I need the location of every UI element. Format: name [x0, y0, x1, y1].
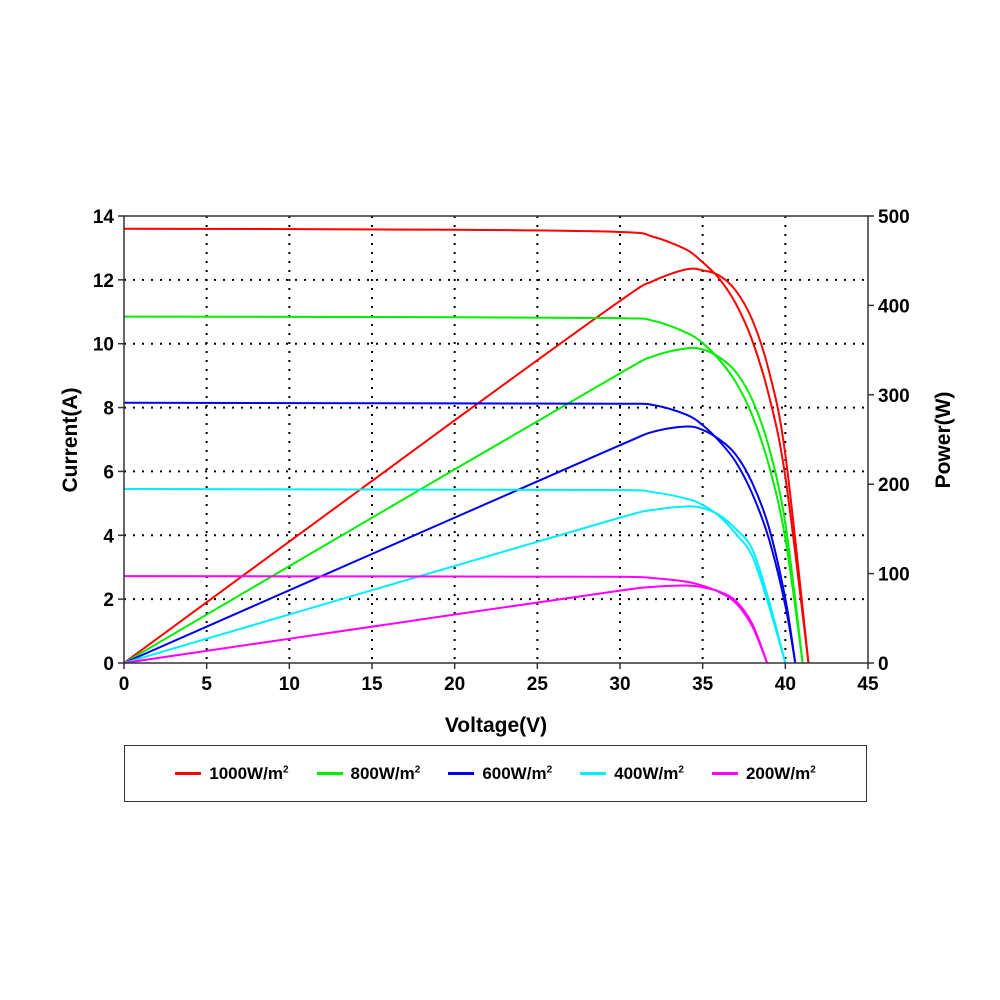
legend-name: 1000W/m	[209, 763, 283, 783]
legend-item: 1000W/m2	[175, 764, 289, 784]
x-tick-label: 35	[692, 674, 714, 695]
legend-superscript: 2	[414, 763, 421, 775]
legend: 1000W/m2 800W/m2 600W/m2 400W/m2 200W/m2	[124, 745, 867, 802]
pv-curve-2	[123, 425, 797, 664]
legend-item: 200W/m2	[711, 764, 816, 784]
x-tick-label: 30	[609, 674, 630, 695]
x-tick-label: 20	[444, 674, 465, 695]
y2-tick-label: 500	[878, 207, 910, 228]
y2-tick-label: 0	[878, 654, 889, 675]
x-axis-label: Voltage(V)	[445, 714, 547, 737]
x-tick-label: 5	[201, 674, 212, 695]
grid	[124, 216, 868, 663]
legend-label: 400W/m2	[614, 764, 684, 784]
legend-superscript: 2	[678, 763, 684, 775]
pv-curve-1	[123, 346, 804, 664]
x-tick-label: 10	[279, 674, 300, 695]
legend-item: 600W/m2	[448, 764, 552, 784]
y2-tick-label: 400	[878, 296, 910, 317]
legend-swatch	[448, 772, 475, 775]
legend-name: 400W/m	[614, 763, 679, 783]
y2-tick-label: 200	[878, 475, 910, 496]
x-tick-label: 40	[775, 674, 796, 695]
curves	[123, 227, 810, 664]
iv-curve-4	[123, 575, 769, 664]
iv-curve-1	[123, 315, 804, 664]
x-tick-label: 0	[119, 674, 130, 695]
y2-tick-label: 300	[878, 386, 910, 407]
iv-curve-2	[123, 401, 797, 664]
y-tick-label: 4	[103, 526, 114, 547]
plot-frame	[123, 215, 869, 664]
y-tick-label: 6	[103, 462, 114, 483]
legend-item: 800W/m2	[316, 764, 421, 784]
x-tick-label: 45	[857, 674, 879, 695]
y2-tick-label: 100	[878, 565, 910, 586]
y-tick-label: 14	[93, 207, 115, 228]
pv-curve-4	[123, 584, 769, 664]
legend-superscript: 2	[810, 763, 816, 775]
pv-curve-0	[123, 267, 810, 664]
legend-label: 1000W/m2	[209, 764, 288, 784]
legend-swatch	[175, 772, 202, 775]
legend-superscript: 2	[282, 763, 289, 775]
pv-curve-3	[123, 505, 787, 664]
legend-label: 200W/m2	[746, 764, 816, 784]
y-tick-label: 10	[93, 335, 114, 356]
legend-label: 600W/m2	[482, 764, 552, 784]
iv-curve-3	[123, 487, 787, 664]
legend-swatch	[316, 772, 343, 775]
x-tick-label: 25	[527, 674, 549, 695]
legend-name: 200W/m	[745, 763, 811, 783]
axes: 0 5 10 15 20 25 30 35 40 450246810121401002003004…	[93, 207, 910, 695]
y2-axis-label: Power(W)	[932, 392, 955, 489]
legend-superscript: 2	[546, 763, 553, 775]
iv-curve-0	[123, 227, 810, 664]
y-tick-label: 0	[103, 654, 114, 675]
legend-name: 600W/m	[482, 763, 547, 783]
x-tick-label: 15	[361, 674, 383, 695]
y-tick-label: 2	[103, 590, 114, 611]
y-tick-label: 8	[103, 399, 114, 420]
legend-swatch	[711, 772, 738, 775]
y-axis-label: Current(A)	[59, 388, 82, 493]
legend-item: 400W/m2	[580, 764, 684, 784]
legend-swatch	[580, 772, 607, 775]
legend-name: 800W/m	[350, 763, 415, 783]
legend-label: 800W/m2	[351, 764, 421, 784]
y-tick-label: 12	[93, 271, 114, 292]
